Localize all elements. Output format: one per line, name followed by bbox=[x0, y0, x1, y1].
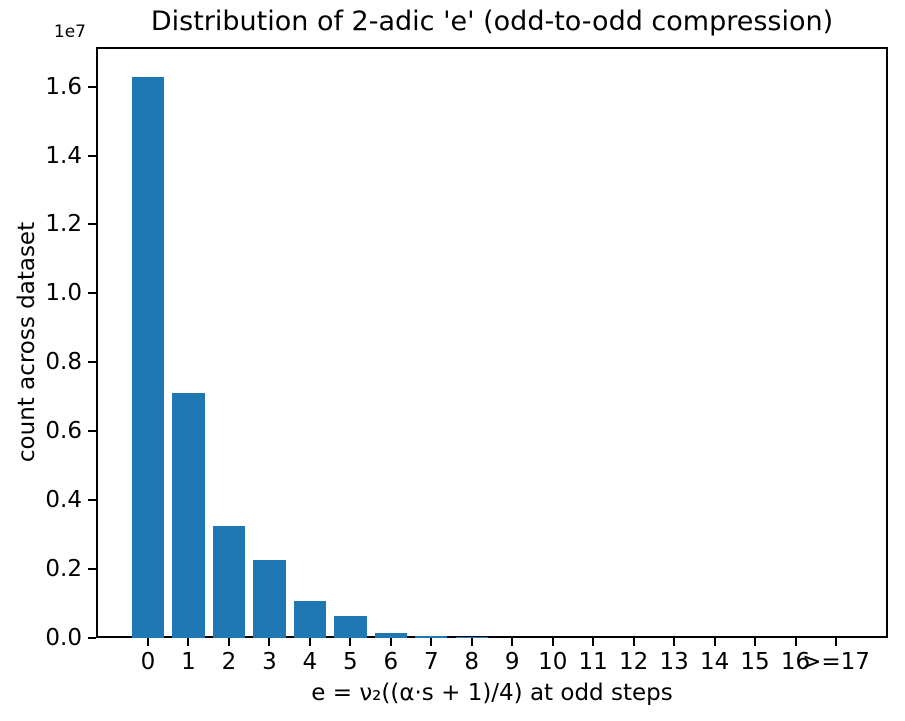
bar bbox=[293, 600, 327, 638]
x-tick bbox=[754, 638, 757, 646]
x-tick bbox=[268, 638, 271, 646]
x-tick bbox=[187, 638, 190, 646]
x-tick bbox=[511, 638, 514, 646]
x-tick-label: 5 bbox=[343, 649, 358, 675]
x-tick bbox=[470, 638, 473, 646]
x-tick-label: 7 bbox=[423, 649, 439, 675]
y-tick-label: 0.0 bbox=[45, 625, 82, 651]
x-tick bbox=[389, 638, 392, 646]
x-tick-label: 9 bbox=[504, 649, 520, 675]
bar bbox=[212, 526, 246, 638]
bars-layer bbox=[96, 47, 888, 638]
x-tick bbox=[227, 638, 230, 646]
y-axis-offset-label: 1e7 bbox=[53, 22, 86, 42]
x-tick-label: >=17 bbox=[802, 649, 870, 675]
y-tick-label: 1.6 bbox=[45, 73, 82, 100]
x-tick bbox=[308, 638, 311, 646]
y-tick-label: 1.2 bbox=[45, 211, 82, 238]
x-tick bbox=[835, 638, 837, 646]
y-tick bbox=[88, 568, 96, 571]
bar bbox=[455, 637, 488, 638]
x-tick-label: 0 bbox=[140, 649, 156, 675]
x-tick-label: 16 bbox=[780, 649, 811, 675]
x-tick-label: 14 bbox=[699, 649, 730, 675]
x-tick-label: 2 bbox=[221, 649, 237, 675]
y-tick bbox=[88, 499, 96, 502]
bar bbox=[172, 392, 205, 638]
bar bbox=[131, 77, 165, 638]
x-tick bbox=[349, 638, 352, 646]
y-tick bbox=[88, 154, 96, 157]
x-tick-label: 10 bbox=[538, 649, 568, 675]
y-tick-label: 1.4 bbox=[45, 142, 82, 169]
x-tick-label: 15 bbox=[740, 649, 770, 675]
x-tick bbox=[592, 638, 595, 646]
chart-title: Distribution of 2-adic 'e' (odd-to-odd c… bbox=[150, 6, 834, 37]
x-tick bbox=[794, 638, 797, 646]
x-tick bbox=[632, 638, 635, 646]
y-tick-label: 0.2 bbox=[45, 556, 82, 583]
bar bbox=[334, 616, 367, 638]
y-tick-label: 0.8 bbox=[45, 349, 82, 376]
x-tick-label: 4 bbox=[302, 649, 318, 675]
x-tick-label: 12 bbox=[619, 649, 649, 675]
y-tick bbox=[88, 637, 96, 639]
x-tick-label: 13 bbox=[659, 649, 689, 675]
y-tick bbox=[88, 361, 96, 364]
y-tick bbox=[88, 430, 96, 433]
x-tick bbox=[430, 638, 433, 646]
y-tick bbox=[88, 85, 96, 88]
y-tick-label: 0.6 bbox=[45, 418, 82, 445]
x-tick-label: 11 bbox=[578, 649, 608, 675]
x-tick-label: 6 bbox=[383, 649, 399, 675]
bar bbox=[374, 633, 407, 638]
x-tick-label: 1 bbox=[181, 649, 196, 675]
axis-frame bbox=[96, 47, 888, 638]
y-tick-label: 0.4 bbox=[45, 487, 82, 514]
x-tick-label: 3 bbox=[262, 649, 277, 675]
y-tick bbox=[88, 292, 96, 295]
bar bbox=[415, 636, 448, 638]
x-tick bbox=[551, 638, 554, 646]
x-tick bbox=[673, 638, 676, 646]
x-tick bbox=[713, 638, 716, 646]
x-axis-label: e = ν₂((α·s + 1)/4) at odd steps bbox=[311, 680, 673, 706]
y-tick-label: 1.0 bbox=[45, 280, 82, 307]
bar bbox=[253, 559, 286, 638]
y-tick bbox=[88, 223, 96, 226]
x-tick-label: 8 bbox=[464, 649, 480, 675]
x-tick bbox=[147, 638, 149, 646]
